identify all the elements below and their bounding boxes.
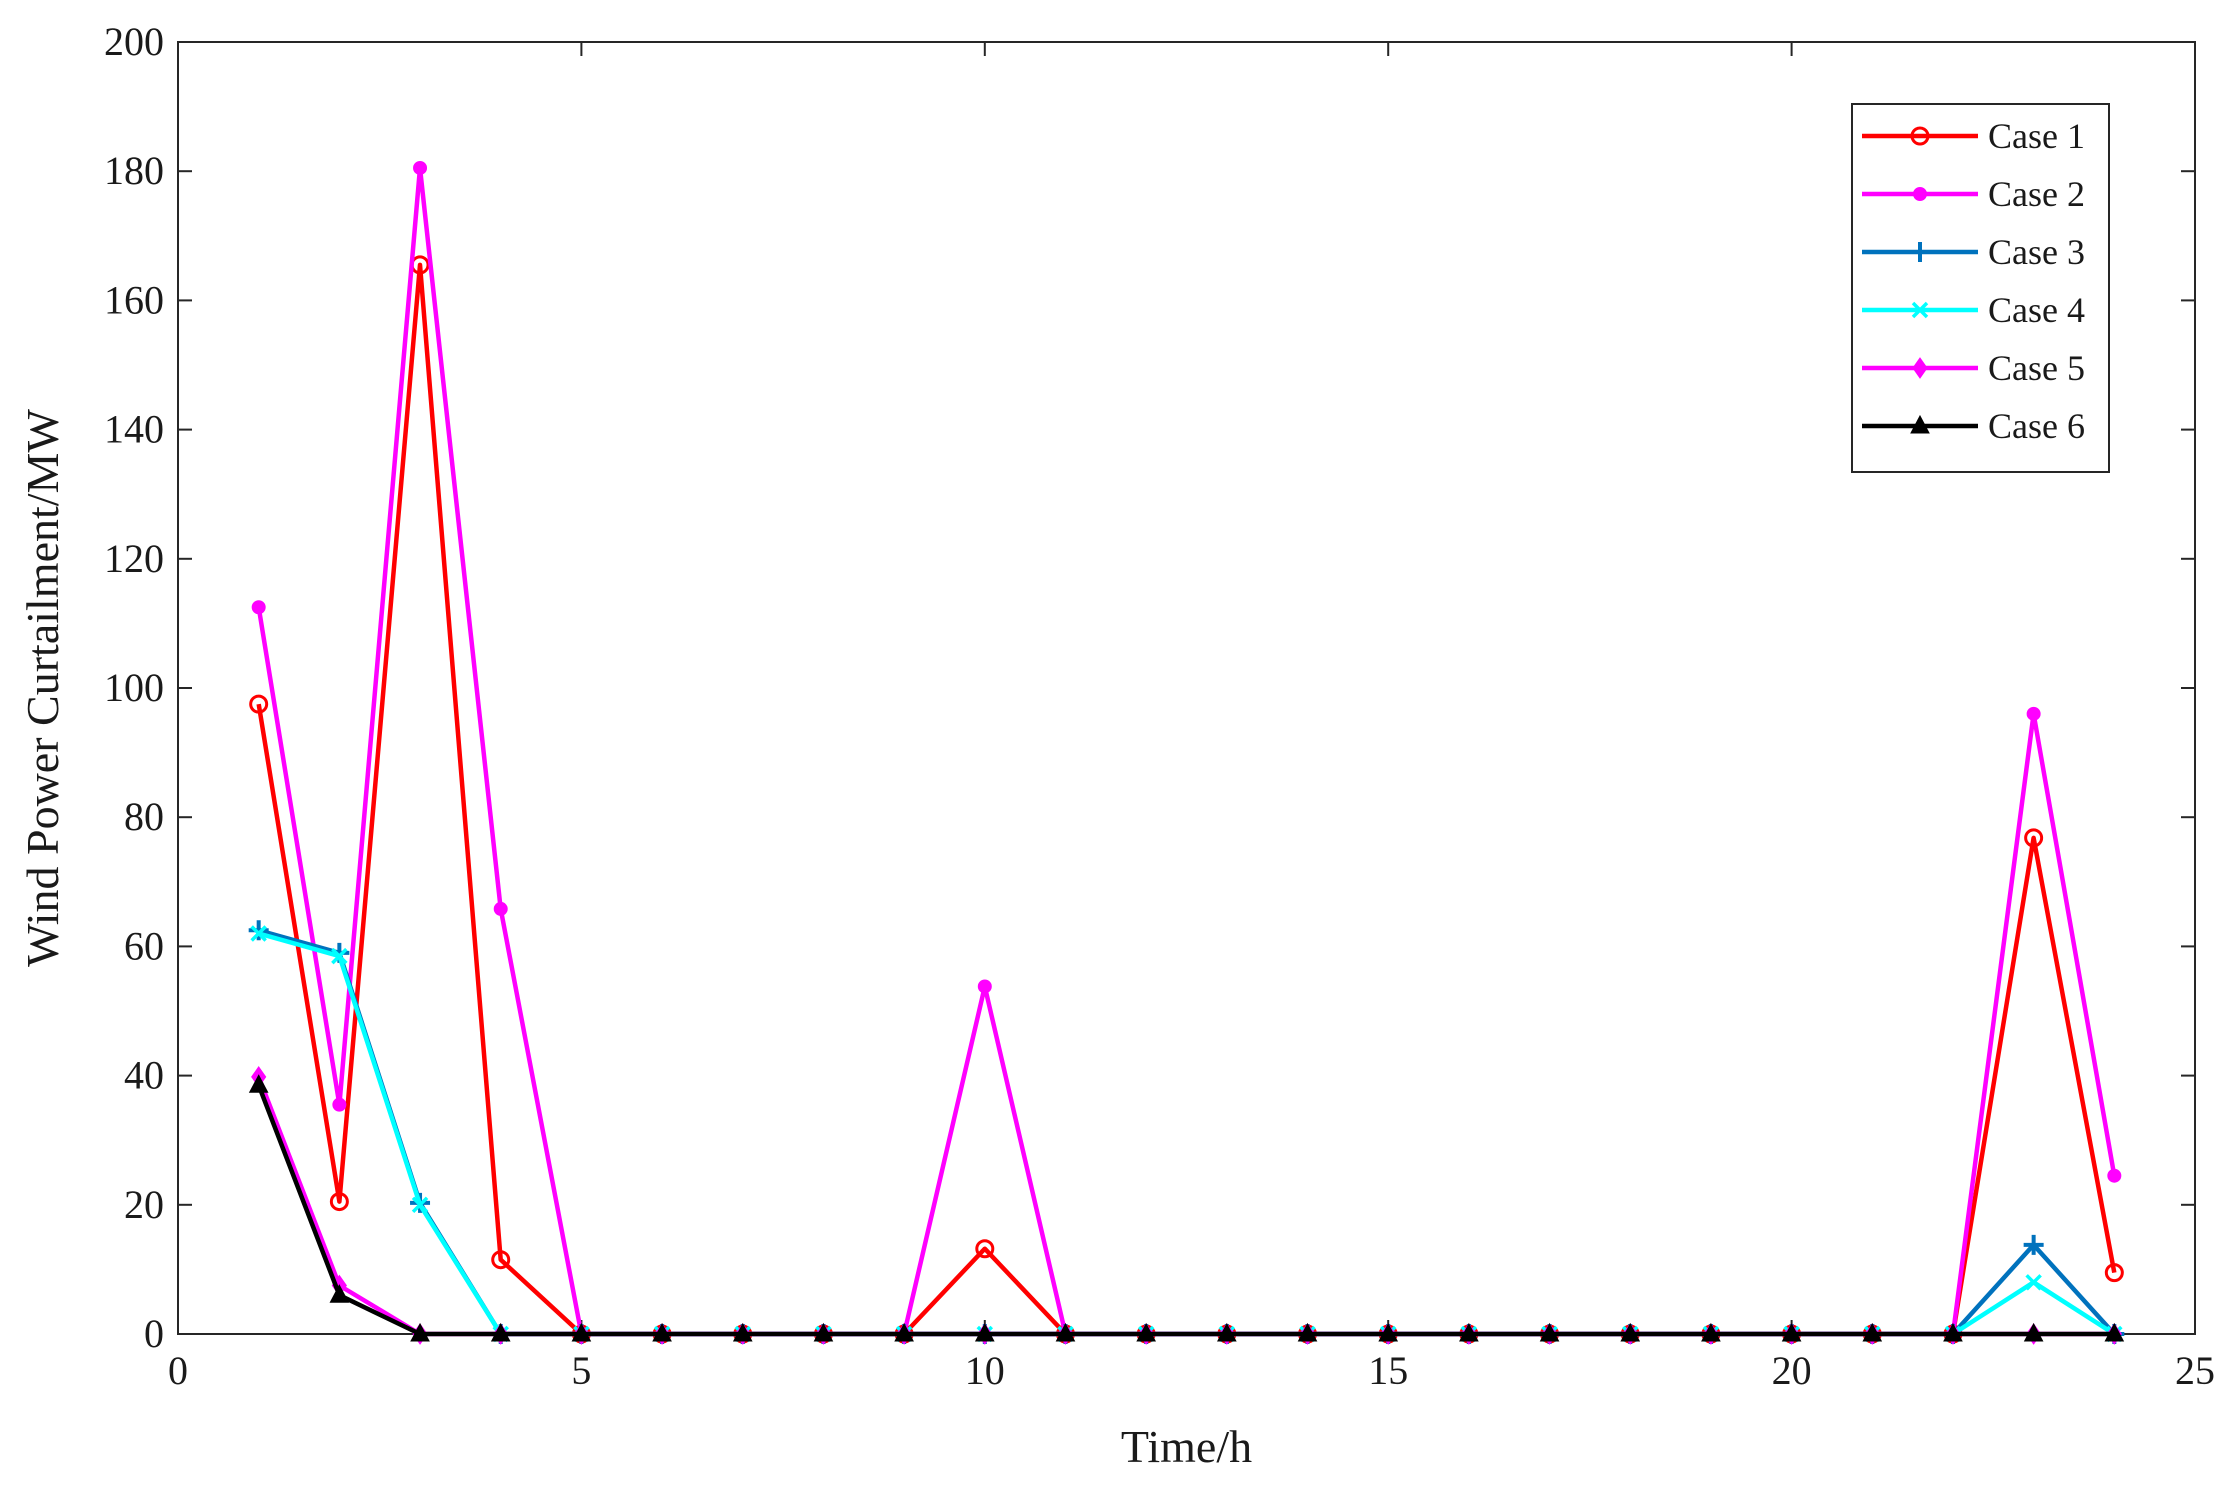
data-point	[2024, 828, 2044, 848]
data-point	[2104, 1322, 2125, 1342]
data-point	[2025, 1274, 2042, 1291]
data-point	[1459, 1322, 1479, 1342]
data-point	[411, 1196, 429, 1214]
data-point	[571, 1322, 592, 1342]
x-axis: 0 5 10 15 20 25	[168, 42, 2215, 1393]
legend-item: Case 4	[1862, 290, 2085, 330]
data-point	[329, 1284, 350, 1303]
legend-item: Case 1	[1862, 116, 2085, 156]
data-point	[652, 1322, 672, 1342]
legend-marker	[1910, 414, 1930, 434]
data-point	[491, 1250, 511, 1270]
series-layer	[248, 160, 2125, 1345]
series-line	[256, 1084, 2115, 1337]
legend-item: Case 6	[1862, 406, 2085, 446]
y-tick-label: 40	[124, 1053, 164, 1098]
legend-marker	[1911, 301, 1929, 319]
legend-item: Case 2	[1862, 174, 2085, 214]
legend-label: Case 6	[1988, 406, 2085, 446]
x-tick-label: 10	[965, 1348, 1005, 1393]
data-point	[332, 1097, 347, 1112]
y-tick-label: 120	[104, 536, 164, 581]
legend-marker	[1912, 357, 1928, 379]
data-point	[1943, 1322, 1963, 1342]
legend-marker	[1910, 126, 1930, 146]
legend-label: Case 3	[1988, 232, 2085, 272]
x-tick-label: 15	[1368, 1348, 1408, 1393]
legend-item: Case 3	[1862, 232, 2085, 272]
legend-item: Case 5	[1862, 348, 2085, 388]
data-point	[975, 1239, 995, 1259]
data-point	[1620, 1322, 1641, 1342]
legend-marker	[1913, 187, 1927, 201]
data-point	[1055, 1322, 1076, 1342]
y-tick-label: 200	[104, 19, 164, 64]
y-tick-label: 80	[124, 794, 164, 839]
x-tick-label: 0	[168, 1348, 188, 1393]
data-point	[977, 979, 992, 994]
data-point	[249, 694, 269, 714]
x-tick-label: 25	[2175, 1348, 2215, 1393]
data-point	[493, 901, 508, 916]
data-point	[813, 1322, 834, 1342]
y-tick-label: 100	[104, 665, 164, 710]
legend-box	[1851, 103, 2110, 473]
data-point	[1297, 1322, 1318, 1342]
data-point	[2026, 706, 2041, 721]
y-axis: 0 20 40 60 80 100 120 140 160 180 200	[104, 19, 2195, 1356]
data-point	[250, 925, 267, 942]
legend-label: Case 5	[1988, 348, 2085, 388]
y-tick-label: 180	[104, 148, 164, 193]
data-point	[1539, 1322, 1560, 1342]
data-point	[248, 920, 269, 941]
data-point	[1136, 1322, 1156, 1342]
x-axis-label: Time/h	[1121, 1421, 1252, 1472]
data-point	[413, 160, 428, 175]
data-point	[1862, 1322, 1883, 1342]
y-tick-label: 140	[104, 407, 164, 452]
data-point	[2107, 1168, 2122, 1183]
y-tick-label: 0	[144, 1311, 164, 1356]
data-point	[1781, 1322, 1802, 1342]
x-tick-label: 20	[1772, 1348, 1812, 1393]
y-tick-label: 20	[124, 1182, 164, 1227]
data-point	[490, 1322, 511, 1342]
data-point	[331, 947, 348, 965]
legend-label: Case 4	[1988, 290, 2085, 330]
data-point	[1378, 1322, 1399, 1342]
x-tick-label: 5	[571, 1348, 591, 1393]
series-6	[248, 1074, 2125, 1342]
data-point	[2104, 1263, 2124, 1283]
data-point	[1701, 1322, 1721, 1342]
legend: Case 1 Case 2 Case 3 Case 4 Case 5 Case 6	[1851, 103, 2110, 473]
data-point	[248, 1074, 269, 1093]
data-point	[1217, 1322, 1237, 1342]
y-tick-label: 60	[124, 923, 164, 968]
data-point	[2023, 1322, 2044, 1342]
legend-label: Case 2	[1988, 174, 2085, 214]
data-point	[329, 1192, 349, 1212]
data-point	[410, 1322, 430, 1342]
y-tick-label: 160	[104, 277, 164, 322]
data-point	[974, 1322, 995, 1342]
data-point	[2023, 1234, 2044, 1255]
legend-label: Case 1	[1988, 116, 2085, 156]
data-point	[894, 1322, 914, 1342]
legend-marker	[1910, 242, 1930, 262]
data-point	[251, 600, 266, 615]
data-point	[732, 1322, 753, 1342]
y-axis-label: Wind Power Curtailment/MW	[17, 409, 68, 967]
